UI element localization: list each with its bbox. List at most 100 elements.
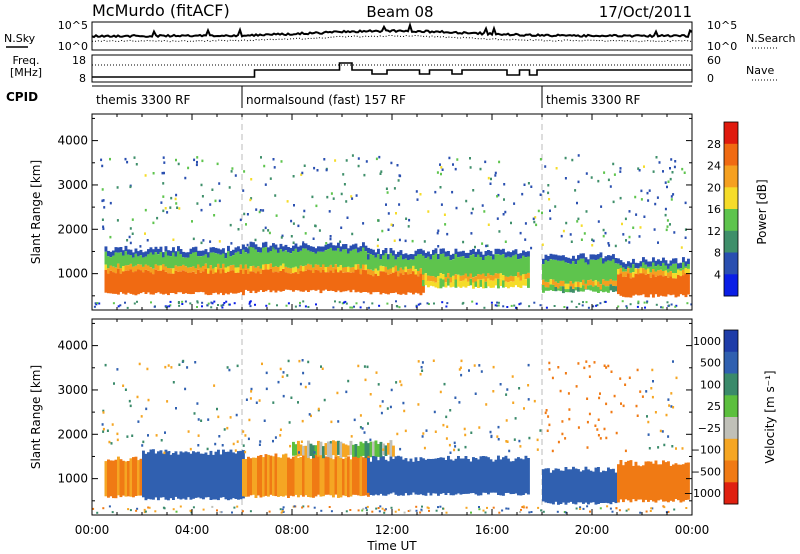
power-cell xyxy=(101,218,104,221)
power-cell xyxy=(670,198,673,201)
power-cell xyxy=(279,265,283,271)
power-cell xyxy=(433,302,435,305)
velocity-cell xyxy=(113,382,115,385)
power-cell xyxy=(169,273,173,293)
velocity-cell xyxy=(337,420,340,423)
power-cell xyxy=(679,276,683,295)
power-cell xyxy=(247,248,250,254)
power-cell xyxy=(657,241,659,244)
power-cell xyxy=(591,238,594,241)
power-cell xyxy=(672,258,675,264)
power-cell xyxy=(239,254,243,265)
velocity-cell xyxy=(567,469,570,503)
velocity-cell xyxy=(289,444,292,448)
power-cell xyxy=(451,190,454,194)
power-cell xyxy=(131,218,134,221)
power-cell xyxy=(437,259,440,276)
power-cell xyxy=(135,163,138,166)
power-cell xyxy=(174,270,178,295)
power-cell xyxy=(590,176,593,179)
velocity-cell xyxy=(219,454,223,498)
power-cell xyxy=(647,268,650,274)
power-cell xyxy=(477,254,480,274)
power-cell xyxy=(624,263,628,270)
power-cell xyxy=(404,239,407,243)
velocity-cell xyxy=(237,451,240,500)
power-cell xyxy=(101,199,104,203)
power-cell xyxy=(649,277,653,295)
velocity-cell xyxy=(459,366,462,369)
power-cell xyxy=(490,177,492,181)
power-cell xyxy=(389,273,393,294)
power-cell xyxy=(162,269,165,295)
velocity-cell xyxy=(277,380,280,384)
power-cell xyxy=(102,227,105,230)
velocity-cell xyxy=(421,505,423,508)
power-cell xyxy=(512,276,515,282)
velocity-cell xyxy=(244,434,247,437)
power-cell xyxy=(637,263,640,269)
velocity-cell xyxy=(164,365,167,369)
power-cell xyxy=(167,250,170,256)
velocity-cell xyxy=(347,445,350,456)
power-cell xyxy=(302,248,305,267)
power-cell xyxy=(602,228,605,232)
power-cell xyxy=(487,223,490,226)
power-cell xyxy=(166,211,169,214)
power-cell xyxy=(147,270,150,293)
velocity-cell xyxy=(312,445,315,459)
power-cell xyxy=(387,254,390,260)
velocity-cell xyxy=(484,511,487,514)
power-cell xyxy=(239,270,243,293)
power-colorbar-tick: 28 xyxy=(707,138,721,151)
velocity-cell xyxy=(512,461,515,494)
power-cell xyxy=(405,217,408,220)
velocity-cell xyxy=(279,508,282,511)
velocity-cell xyxy=(392,458,395,493)
power-cell xyxy=(387,259,390,270)
velocity-cell xyxy=(417,403,420,406)
power-cell xyxy=(114,267,118,274)
power-cell xyxy=(469,157,471,160)
power-cell xyxy=(144,232,146,235)
power-cell xyxy=(194,246,198,252)
power-cell xyxy=(596,304,599,307)
velocity-cell xyxy=(262,457,265,497)
power-cell xyxy=(649,272,653,278)
power-cell xyxy=(552,254,555,260)
power-cell xyxy=(164,266,168,272)
velocity-cell xyxy=(425,429,428,432)
velocity-cell xyxy=(255,401,258,404)
power-cell xyxy=(199,267,203,273)
power-cell xyxy=(309,270,313,291)
velocity-cell xyxy=(527,384,530,387)
power-cell xyxy=(394,259,398,266)
power-cell xyxy=(139,245,142,248)
velocity-cell xyxy=(652,380,654,383)
power-cell xyxy=(582,301,584,304)
velocity-ylabel: Slant Range [km] xyxy=(29,365,43,469)
power-cell xyxy=(399,250,403,256)
velocity-cell xyxy=(279,434,282,437)
velocity-cell xyxy=(449,409,452,412)
power-cell xyxy=(459,256,463,276)
velocity-cell xyxy=(259,440,262,443)
velocity-cell xyxy=(304,385,307,389)
power-cell xyxy=(233,302,236,305)
power-cell xyxy=(644,274,648,298)
power-cell xyxy=(314,224,317,228)
power-cell xyxy=(557,255,560,261)
power-cell xyxy=(264,226,267,230)
power-cell xyxy=(304,248,308,266)
velocity-cell xyxy=(610,370,613,373)
power-cell xyxy=(617,258,620,264)
velocity-cell xyxy=(339,441,343,458)
velocity-cell xyxy=(369,393,372,396)
power-cell xyxy=(382,250,385,256)
velocity-cell xyxy=(632,465,635,500)
power-cell xyxy=(359,268,363,274)
power-cell xyxy=(390,161,393,165)
velocity-cell xyxy=(232,442,235,446)
velocity-cell xyxy=(432,359,435,362)
power-cell xyxy=(532,217,535,221)
